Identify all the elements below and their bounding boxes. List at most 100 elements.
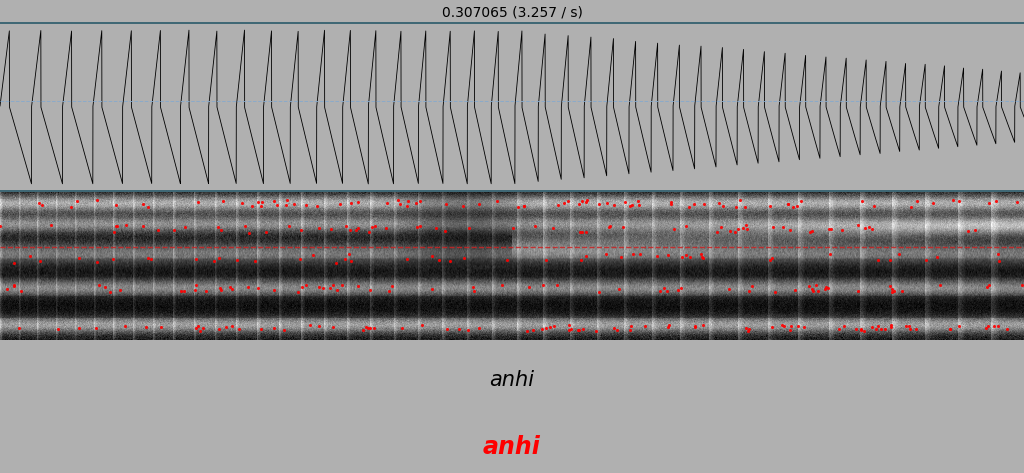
Point xyxy=(343,200,359,207)
Point xyxy=(534,325,550,333)
Point xyxy=(852,326,868,334)
Point xyxy=(599,199,615,207)
Point xyxy=(649,253,666,260)
Point xyxy=(437,200,454,208)
Point xyxy=(89,258,105,266)
Point xyxy=(674,254,690,261)
Point xyxy=(510,203,526,211)
Point xyxy=(257,228,273,236)
Point xyxy=(117,323,133,330)
Point xyxy=(538,256,554,264)
Point xyxy=(153,323,169,331)
Point xyxy=(212,285,228,292)
Point xyxy=(338,222,354,229)
Point xyxy=(991,257,1008,265)
Point xyxy=(630,197,646,205)
Point xyxy=(781,326,798,334)
Point xyxy=(797,324,813,331)
Point xyxy=(436,228,453,235)
Point xyxy=(571,228,588,236)
Point xyxy=(5,259,22,267)
Point xyxy=(907,325,924,333)
Point xyxy=(118,222,134,229)
Point xyxy=(215,197,231,205)
Point xyxy=(549,281,565,289)
Point xyxy=(856,327,872,334)
Point xyxy=(104,255,121,263)
Point xyxy=(780,201,797,208)
Point xyxy=(998,326,1015,333)
Point xyxy=(499,256,515,263)
Point xyxy=(616,199,633,206)
Point xyxy=(357,323,374,330)
Point xyxy=(455,202,471,210)
Point xyxy=(780,200,797,208)
Point xyxy=(505,224,521,231)
Point xyxy=(822,225,839,233)
Point xyxy=(165,227,181,234)
Point xyxy=(106,228,123,236)
Point xyxy=(34,201,50,209)
Point xyxy=(424,286,440,293)
Point xyxy=(793,197,809,205)
Point xyxy=(191,327,208,334)
Point xyxy=(247,257,263,265)
Point xyxy=(848,325,864,333)
Point xyxy=(329,287,345,294)
Point xyxy=(378,224,394,232)
Point xyxy=(399,197,416,205)
Point xyxy=(211,254,227,262)
Point xyxy=(31,200,47,207)
Point xyxy=(441,257,458,264)
Point xyxy=(610,285,627,293)
Point xyxy=(305,251,322,259)
Point xyxy=(206,257,222,264)
Point xyxy=(944,196,961,204)
Point xyxy=(424,253,440,260)
Point xyxy=(901,323,918,330)
Point xyxy=(244,202,260,210)
Text: 0.307065 (3.257 / s): 0.307065 (3.257 / s) xyxy=(441,5,583,19)
Point xyxy=(409,223,425,231)
Point xyxy=(850,287,866,295)
Point xyxy=(868,325,885,333)
Point xyxy=(836,322,852,330)
Point xyxy=(62,203,79,210)
Point xyxy=(695,254,712,262)
Point xyxy=(632,250,648,258)
Point xyxy=(527,222,544,229)
Point xyxy=(588,327,604,334)
Point xyxy=(903,203,920,210)
Point xyxy=(870,256,887,264)
Point xyxy=(762,202,778,210)
Point xyxy=(637,322,653,330)
Point xyxy=(253,202,269,210)
Point xyxy=(740,327,757,335)
Point xyxy=(804,228,820,235)
Point xyxy=(294,283,310,291)
Point xyxy=(241,229,257,236)
Point xyxy=(109,222,125,229)
Point xyxy=(820,284,837,291)
Point xyxy=(515,202,531,210)
Point xyxy=(804,285,820,292)
Point xyxy=(0,286,15,293)
Point xyxy=(863,225,880,233)
Point xyxy=(292,255,308,263)
Point xyxy=(623,326,639,333)
Point xyxy=(337,255,353,263)
Point xyxy=(71,254,87,262)
Point xyxy=(696,200,713,208)
Point xyxy=(89,196,105,204)
Point xyxy=(853,325,869,333)
Point xyxy=(578,228,594,236)
Point xyxy=(908,198,925,205)
Point xyxy=(342,227,358,234)
Point xyxy=(738,324,755,332)
Point xyxy=(71,324,87,332)
Point xyxy=(860,223,877,230)
Point xyxy=(713,223,729,231)
Point xyxy=(979,283,995,291)
Point xyxy=(884,286,900,293)
Point xyxy=(854,197,870,205)
